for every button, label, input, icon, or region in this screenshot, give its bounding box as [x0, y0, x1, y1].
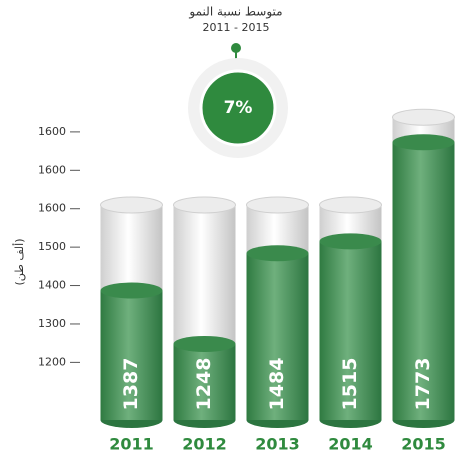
y-axis-label: (ألف طن) — [12, 238, 26, 285]
x-tick-label: 2015 — [401, 435, 446, 454]
growth-value: 7% — [224, 98, 253, 118]
value-label: 1248 — [193, 358, 215, 411]
bar — [246, 253, 309, 420]
y-tick-label: 1500 — [38, 240, 66, 253]
value-label: 1773 — [412, 358, 434, 411]
y-tick-label: 1400 — [38, 279, 66, 292]
bar — [392, 142, 455, 420]
x-tick-label: 2011 — [109, 435, 154, 454]
y-tick-label: 1600 — [38, 202, 66, 215]
bar — [100, 290, 163, 420]
value-label: 1484 — [266, 358, 288, 411]
growth-circle — [199, 69, 277, 147]
value-label: 1515 — [339, 358, 361, 411]
y-tick-label: 1300 — [38, 317, 66, 330]
y-tick-label: 1600 — [38, 125, 66, 138]
cylinder-top — [392, 108, 455, 126]
x-tick-label: 2014 — [328, 435, 373, 454]
bar-top — [319, 233, 382, 250]
x-tick-label: 2012 — [182, 435, 227, 454]
bar — [173, 343, 236, 420]
y-tick-label: 1600 — [38, 163, 66, 176]
cylinder-top — [173, 196, 236, 214]
chart-title: متوسط نسبة النمو — [188, 5, 282, 20]
value-label: 1387 — [120, 358, 142, 411]
cylinder-top — [319, 196, 382, 214]
x-tick-label: 2013 — [255, 435, 300, 454]
cylinder-top — [246, 196, 309, 214]
bar — [319, 241, 382, 420]
cylinder-shell — [173, 205, 236, 344]
bar-top — [246, 245, 309, 262]
cylinder-top — [100, 196, 163, 214]
bar-top — [173, 335, 236, 352]
bar-top — [392, 134, 455, 151]
cylinder-shell — [100, 205, 163, 291]
y-tick-label: 1200 — [38, 355, 66, 368]
bar-top — [100, 282, 163, 299]
chart-subtitle: 2011 - 2015 — [203, 21, 270, 34]
